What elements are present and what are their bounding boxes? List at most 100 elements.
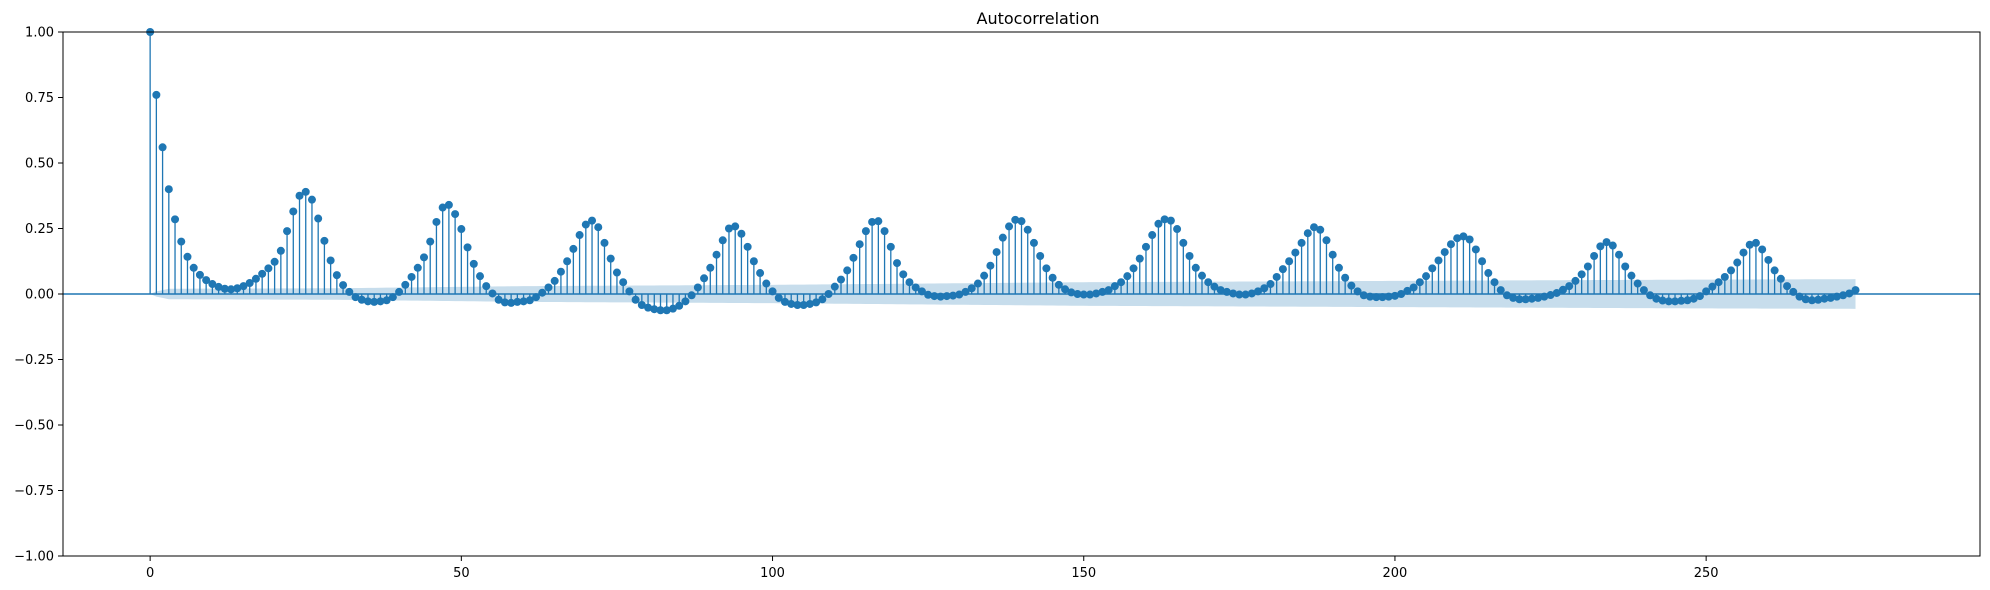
acf-point [749,257,758,266]
acf-point [1422,272,1431,281]
acf-point [1029,238,1038,247]
acf-point [706,263,715,272]
acf-point [413,263,422,272]
acf-point [1334,263,1343,272]
y-tick-label: −1.00 [14,550,54,565]
y-tick-label: 0.25 [25,222,54,237]
acf-point [1316,225,1325,234]
acf-point [326,256,335,265]
acf-point [195,270,204,279]
y-tick-label: −0.50 [14,419,54,434]
acf-point [619,278,628,287]
acf-point [407,272,416,281]
acf-point [208,280,217,289]
acf-point [1135,254,1144,263]
acf-point [1179,238,1188,247]
acf-point [550,276,559,285]
acf-point [289,207,298,216]
acf-point [164,185,173,194]
acf-point [401,280,410,289]
acf-point [1297,238,1306,247]
acf-point [177,237,186,246]
acf-point [1216,286,1225,295]
acf-point [581,220,590,229]
acf-point [1677,296,1686,305]
acf-point [339,281,348,290]
x-tick-label: 50 [453,566,470,581]
acf-point [1764,255,1773,264]
acf-point [1347,281,1356,290]
acf-point [837,275,846,284]
acf-point [1278,265,1287,274]
x-tick-label: 0 [146,566,154,581]
acf-point [1291,248,1300,257]
acf-point [507,298,516,307]
acf-point [1372,293,1381,302]
acf-point [1166,216,1175,225]
acf-point [532,293,541,302]
acf-point [444,200,453,209]
acf-point [1689,294,1698,303]
acf-point [1409,283,1418,292]
acf-point [388,293,397,302]
acf-point [1478,257,1487,266]
acf-point [1851,286,1860,295]
acf-point [1017,217,1026,226]
acf-point [973,279,982,288]
acf-point [544,283,553,292]
acf-point [214,282,223,291]
acf-point [1708,282,1717,291]
acf-point [438,203,447,212]
x-tick-label: 200 [1383,566,1408,581]
acf-point [650,305,659,314]
acf-point [812,298,821,307]
acf-point [1204,278,1213,287]
acf-point [849,253,858,262]
acf-point [251,274,260,283]
acf-point [631,295,640,304]
acf-point [1266,280,1275,289]
acf-point [911,283,920,292]
acf-point [1751,238,1760,247]
acf-point [637,301,646,310]
acf-point [457,225,466,234]
acf-point [612,268,621,277]
acf-point [1148,231,1157,240]
acf-point [1783,282,1792,291]
acf-point [363,297,372,306]
acf-point [1415,278,1424,287]
acf-point [1490,278,1499,287]
acf-point [1471,245,1480,254]
x-tick-label: 250 [1694,566,1719,581]
acf-point [283,227,292,236]
acf-point [780,297,789,306]
acf-point [1521,295,1530,304]
acf-point [1042,264,1051,273]
acf-point [1322,236,1331,245]
acf-point [351,293,360,302]
acf-point [1621,262,1630,271]
acf-point [432,217,441,226]
acf-point [998,233,1007,242]
acf-point [320,236,329,245]
acf-point [1484,269,1493,278]
acf-point [482,282,491,291]
acf-point [787,299,796,308]
acf-point [1160,215,1169,224]
acf-point [992,248,1001,257]
acf-point [687,291,696,300]
acf-point [1341,273,1350,282]
acf-point [476,272,485,281]
acf-point [357,295,366,304]
chart-title: Autocorrelation [977,9,1100,28]
acf-point [563,257,572,266]
y-tick-label: 0.75 [25,91,54,106]
acf-point [382,296,391,305]
acf-point [258,269,267,278]
acf-point [1683,296,1692,305]
acf-point [419,253,428,262]
y-tick-label: −0.25 [14,353,54,368]
acf-point [1048,273,1057,282]
acf-point [276,246,285,255]
